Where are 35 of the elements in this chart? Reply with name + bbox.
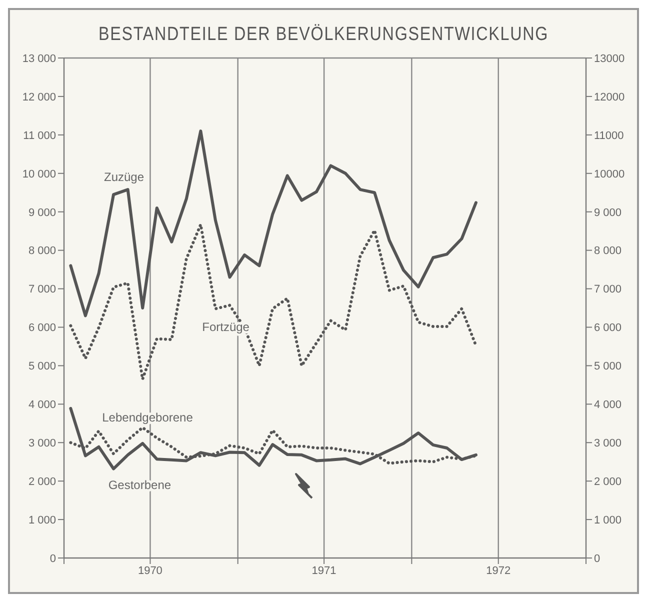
y-tick-label: 11 000 [23, 130, 56, 142]
y2-tick-label: 7 000 [594, 284, 622, 296]
y2-tick-label: 8 000 [594, 245, 622, 258]
y2-tick-label: 13000 [594, 52, 625, 65]
y2-tick-label: 4 000 [594, 399, 622, 412]
y-tick-label: 1 000 [28, 514, 56, 526]
y2-tick-label: 9 000 [594, 206, 622, 219]
y-tick-label: 6 000 [28, 322, 56, 334]
y-tick-label: 4 000 [28, 399, 56, 412]
x-tick-label: 1972 [486, 564, 511, 577]
y-tick-label: 12 000 [22, 91, 56, 104]
y-tick-label: 5 000 [28, 360, 56, 373]
line-series [69, 223, 478, 381]
y-tick-label: 3 000 [28, 438, 56, 450]
line-series [69, 130, 478, 318]
x-tick-label: 1970 [138, 564, 162, 577]
x-tick-label: 1971 [312, 564, 336, 577]
y2-tick-label: 6 000 [594, 322, 622, 334]
y2-tick-label: 12000 [594, 91, 625, 104]
y2-tick-label: 2 000 [594, 476, 622, 488]
series-label: Zuzüge [104, 170, 144, 184]
y2-tick-label: 3 000 [594, 438, 622, 450]
chart-title: BESTANDTEILE DER BEVÖLKERUNGSENTWICKLUNG [97, 23, 550, 47]
y2-tick-label: 11000 [594, 130, 624, 142]
y2-tick-label: 5 000 [594, 360, 622, 373]
y-tick-label: 0 [50, 552, 56, 565]
y2-tick-label: 0 [594, 552, 600, 565]
y2-tick-label: 10000 [594, 168, 625, 180]
y-tick-label: 10 000 [22, 168, 56, 180]
y2-tick-label: 1 000 [594, 514, 622, 526]
y-tick-label: 8 000 [28, 245, 56, 258]
y-tick-label: 2 000 [28, 476, 56, 488]
y-tick-label: 13 000 [22, 52, 56, 65]
y-tick-label: 7 000 [28, 284, 56, 296]
y-tick-label: 9 000 [28, 206, 56, 219]
